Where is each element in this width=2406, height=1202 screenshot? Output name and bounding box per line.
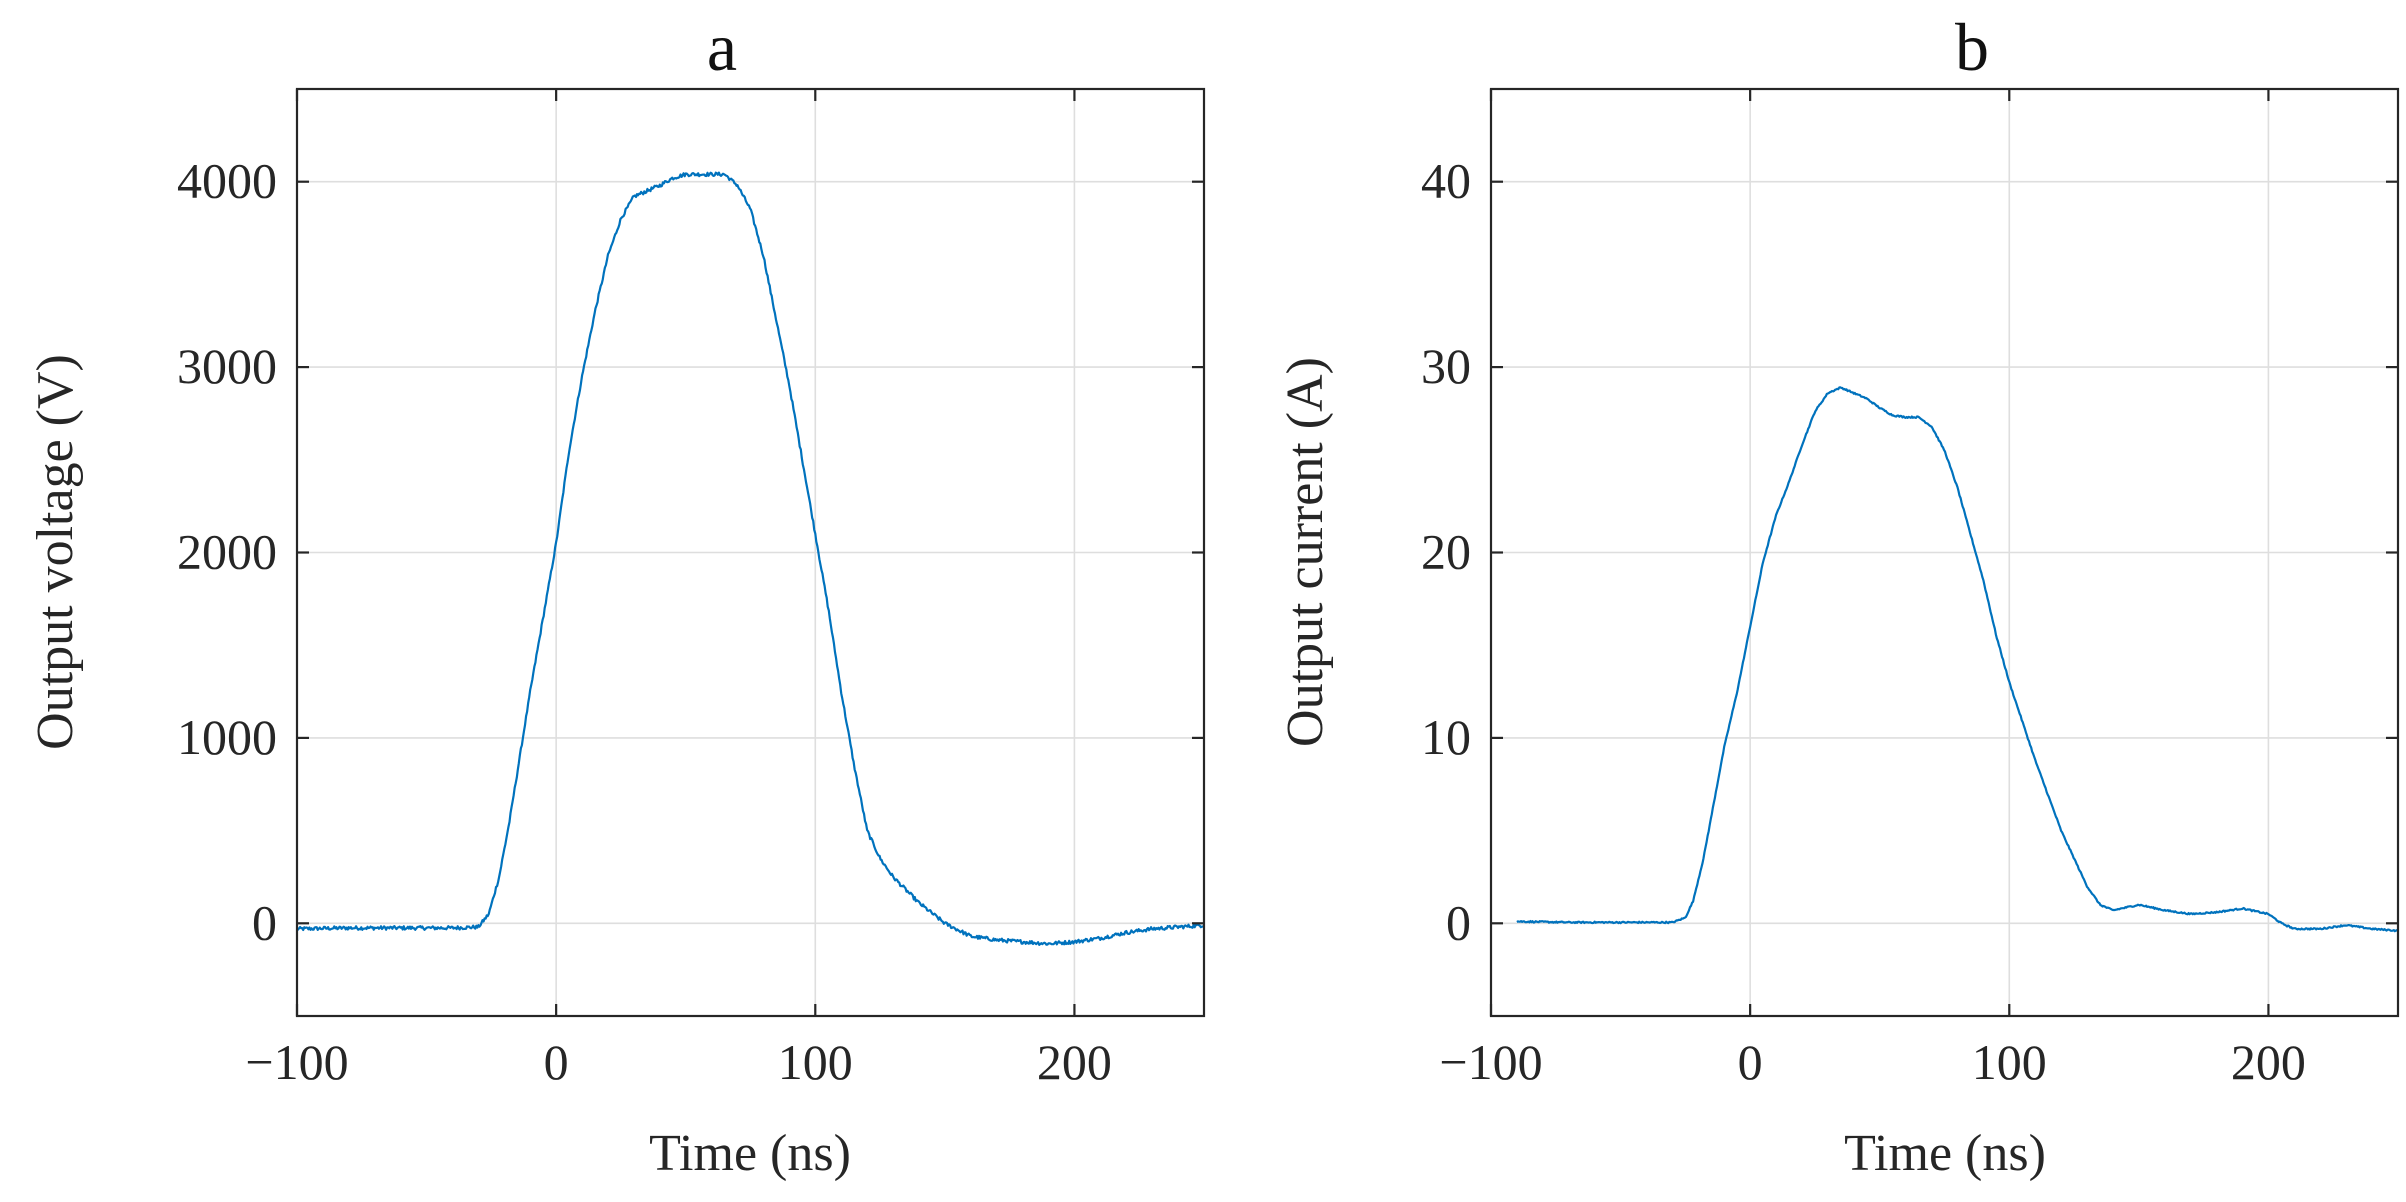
panel-b-y-tick-label: 40: [1421, 153, 1471, 209]
panel-b: b −100 0 100 200 0 10 20 30 40 Time (ns) Output …: [1277, 9, 2400, 1182]
panel-b-y-tick-label: 10: [1421, 709, 1471, 765]
panel-a-series: [296, 171, 1205, 946]
panel-b-x-tick-label: 0: [1738, 1034, 1763, 1090]
panel-b-x-tick-label: 200: [2231, 1034, 2306, 1090]
panel-a-x-tick-label: 100: [778, 1034, 853, 1090]
panel-b-series: [1516, 386, 2399, 933]
panel-b-title: b: [1955, 9, 1989, 85]
panel-b-grid: [1491, 89, 2398, 1016]
panel-a-y-tick-label: 1000: [177, 709, 277, 765]
panel-a-y-tick-label: 2000: [177, 524, 277, 580]
panel-a-y-tick-label: 0: [252, 894, 277, 950]
panel-a-y-tick-label: 3000: [177, 338, 277, 394]
panel-a-grid: [297, 89, 1204, 1016]
panel-b-y-tick-label: 20: [1421, 524, 1471, 580]
panel-a-x-tick-label: 200: [1037, 1034, 1112, 1090]
panel-b-x-axis-label: Time (ns): [1844, 1125, 2046, 1182]
panel-a-title: a: [707, 9, 737, 85]
panel-b-y-tick-label: 30: [1421, 338, 1471, 394]
panel-a-y-tick-label: 4000: [177, 153, 277, 209]
panel-b-x-tick-label: 100: [1972, 1034, 2047, 1090]
panel-a-x-tick-label: −100: [245, 1034, 348, 1090]
panel-a-x-axis-label: Time (ns): [649, 1125, 851, 1182]
panel-b-y-axis-label: Output current (A): [1277, 357, 1334, 747]
panel-a-x-tick-label: 0: [544, 1034, 569, 1090]
panel-b-y-tick-label: 0: [1446, 894, 1471, 950]
panel-a-series-line: [296, 171, 1205, 946]
panel-b-ticks: −100 0 100 200 0 10 20 30 40: [1421, 89, 2398, 1090]
panel-b-series-line: [1516, 386, 2399, 933]
panel-a-y-axis-label: Output voltage (V): [27, 354, 84, 750]
panel-b-x-tick-label: −100: [1439, 1034, 1542, 1090]
